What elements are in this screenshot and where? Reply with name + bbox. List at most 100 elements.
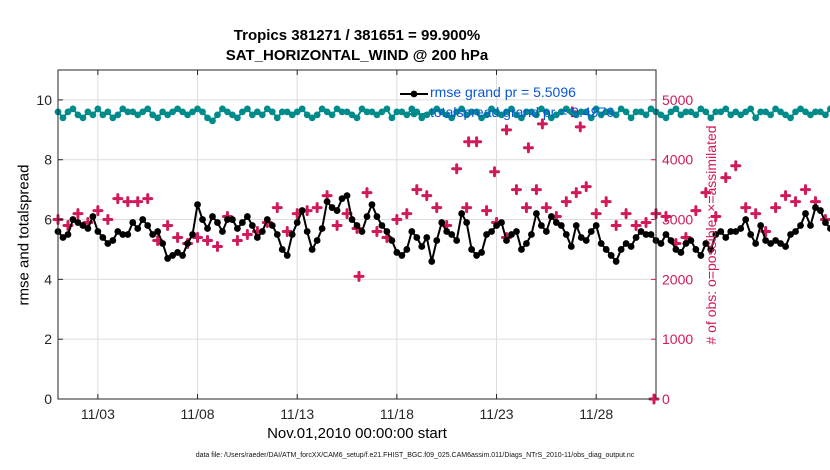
rmse-point: [488, 228, 495, 235]
rmse-point: [413, 234, 421, 241]
obs-assimilated-point: [271, 202, 283, 214]
rmse-point: [562, 231, 570, 238]
totalspread-point: [214, 111, 221, 119]
y-tick-label: 8: [44, 152, 52, 168]
obs-assimilated-point: [461, 202, 473, 214]
totalspread-point: [273, 114, 281, 122]
totalspread-point: [124, 108, 132, 116]
rmse-point: [248, 222, 256, 229]
obs-assimilated-point: [311, 202, 323, 214]
rmse-point: [323, 198, 331, 206]
obs-assimilated-point: [92, 205, 104, 217]
totalspread-point: [224, 108, 231, 116]
totalspread-point: [667, 108, 675, 116]
rmse-point: [79, 222, 87, 229]
obs-assimilated-point: [720, 172, 732, 184]
rmse-point: [807, 222, 814, 229]
totalspread-point: [463, 111, 471, 119]
y2-tick-label: 2000: [662, 271, 693, 287]
totalspread-point: [234, 114, 241, 122]
rmse-point: [772, 237, 779, 244]
legend-label-spread: totalspread grand pr = 9.4976: [430, 104, 615, 120]
totalspread-point: [263, 105, 271, 113]
totalspread-point: [194, 105, 201, 113]
obs-assimilated-point: [740, 202, 752, 214]
rmse-point: [174, 249, 182, 256]
rmse-point: [787, 231, 794, 238]
rmse-point: [398, 252, 406, 259]
obs-assimilated-point: [710, 211, 722, 223]
legend-swatch-rmse: [400, 87, 428, 101]
rmse-point: [418, 243, 426, 250]
rmse-point: [343, 192, 351, 200]
totalspread-point: [518, 114, 525, 122]
totalspread-point: [483, 111, 490, 119]
y-tick-label: 10: [36, 92, 52, 108]
totalspread-point: [323, 108, 331, 116]
rmse-point: [677, 249, 685, 256]
totalspread-point: [139, 108, 147, 116]
totalspread-point: [393, 108, 401, 116]
rmse-point: [682, 240, 690, 247]
rmse-point: [293, 219, 301, 226]
totalspread-point: [89, 111, 97, 119]
legend-swatch-graphic: [400, 110, 428, 118]
totalspread-point: [368, 108, 376, 116]
totalspread-point: [562, 105, 570, 113]
rmse-point: [777, 240, 784, 247]
rmse-point: [378, 222, 386, 229]
totalspread-point: [219, 105, 226, 113]
rmse-point: [642, 231, 650, 238]
totalspread-point: [542, 108, 550, 116]
totalspread-point: [827, 105, 830, 113]
obs-extra-point: [574, 121, 586, 133]
rmse-point: [358, 228, 366, 235]
totalspread-point: [174, 105, 182, 113]
totalspread-point: [428, 108, 436, 116]
chart-subtitle: SAT_HORIZONTAL_WIND @ 200 hPa: [225, 47, 489, 64]
totalspread-point: [74, 111, 82, 119]
rmse-point: [587, 228, 595, 235]
totalspread-point: [822, 111, 829, 119]
obs-assimilated-point: [122, 196, 134, 208]
totalspread-point: [164, 111, 172, 119]
rmse-point: [74, 219, 82, 226]
totalspread-point: [552, 111, 560, 119]
y2-tick-label: 0: [662, 391, 670, 407]
totalspread-point: [707, 114, 715, 122]
rmse-point: [637, 228, 645, 235]
rmse-point: [577, 234, 585, 241]
rmse-point: [144, 222, 152, 229]
totalspread-point: [737, 111, 745, 119]
rmse-point: [443, 228, 451, 235]
rmse-point: [687, 237, 695, 244]
totalspread-point: [637, 108, 645, 116]
totalspread-point: [209, 117, 216, 125]
plot-frame: [57, 69, 657, 400]
totalspread-point: [792, 108, 799, 116]
rmse-point: [164, 255, 172, 262]
rmse-point: [348, 216, 356, 223]
totalspread-point: [169, 108, 177, 116]
totalspread-point: [438, 108, 446, 116]
rmse-point: [712, 231, 720, 238]
rmse-point: [762, 237, 770, 244]
obs-assimilated-point: [800, 184, 811, 196]
obs-assimilated-point: [371, 226, 383, 238]
obs-assimilated-point: [750, 208, 762, 220]
totalspread-point: [712, 108, 720, 116]
totalspread-point: [493, 108, 500, 116]
totalspread-point: [378, 108, 386, 116]
totalspread-point: [582, 108, 590, 116]
totalspread-point: [597, 111, 605, 119]
totalspread-point: [238, 108, 246, 116]
totalspread-point: [443, 111, 451, 119]
obs-extra-point: [463, 136, 475, 148]
totalspread-point: [762, 108, 770, 116]
obs-assimilated-point: [540, 202, 552, 214]
rmse-point: [458, 210, 466, 217]
totalspread-point: [149, 111, 157, 119]
y-tick-label: 0: [44, 391, 52, 407]
rmse-point: [473, 252, 480, 259]
totalspread-point: [104, 108, 112, 116]
